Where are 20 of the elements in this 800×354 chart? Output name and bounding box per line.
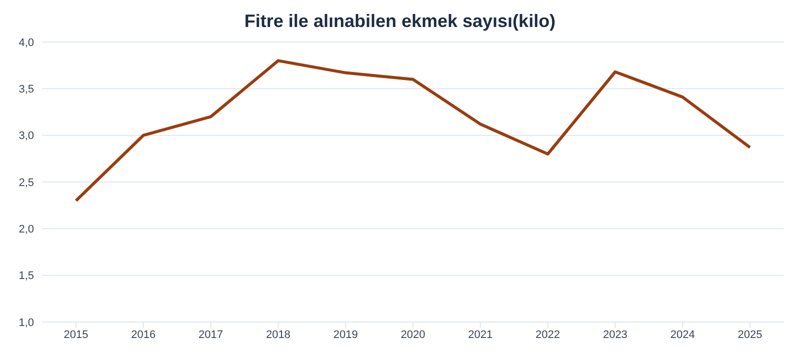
- x-tick-label: 2024: [670, 328, 695, 341]
- y-tick-label: 2,5: [18, 176, 34, 189]
- x-tick-label: 2017: [198, 328, 224, 341]
- x-tick-label: 2023: [602, 328, 628, 341]
- x-tick-label: 2018: [266, 328, 290, 341]
- y-tick-label: 4,0: [18, 36, 34, 49]
- y-tick-label: 1,5: [18, 270, 34, 282]
- x-tick-label: 2016: [131, 328, 156, 341]
- x-tick-label: 2020: [400, 328, 426, 341]
- y-tick-label: 3,5: [18, 84, 34, 96]
- x-tick-label: 2019: [333, 328, 358, 341]
- chart-title: Fitre ile alınabilen ekmek sayısı(kilo): [243, 10, 557, 33]
- y-tick-label: 3,0: [18, 130, 34, 142]
- line-series: [74, 59, 752, 202]
- y-tick-label: 1,0: [18, 316, 34, 329]
- x-tick-label: 2025: [738, 328, 762, 341]
- x-tick-label: 2015: [64, 328, 88, 341]
- x-tick-label: 2021: [468, 328, 493, 341]
- y-tick-label: 2,0: [18, 224, 34, 236]
- x-tick-label: 2022: [536, 328, 560, 341]
